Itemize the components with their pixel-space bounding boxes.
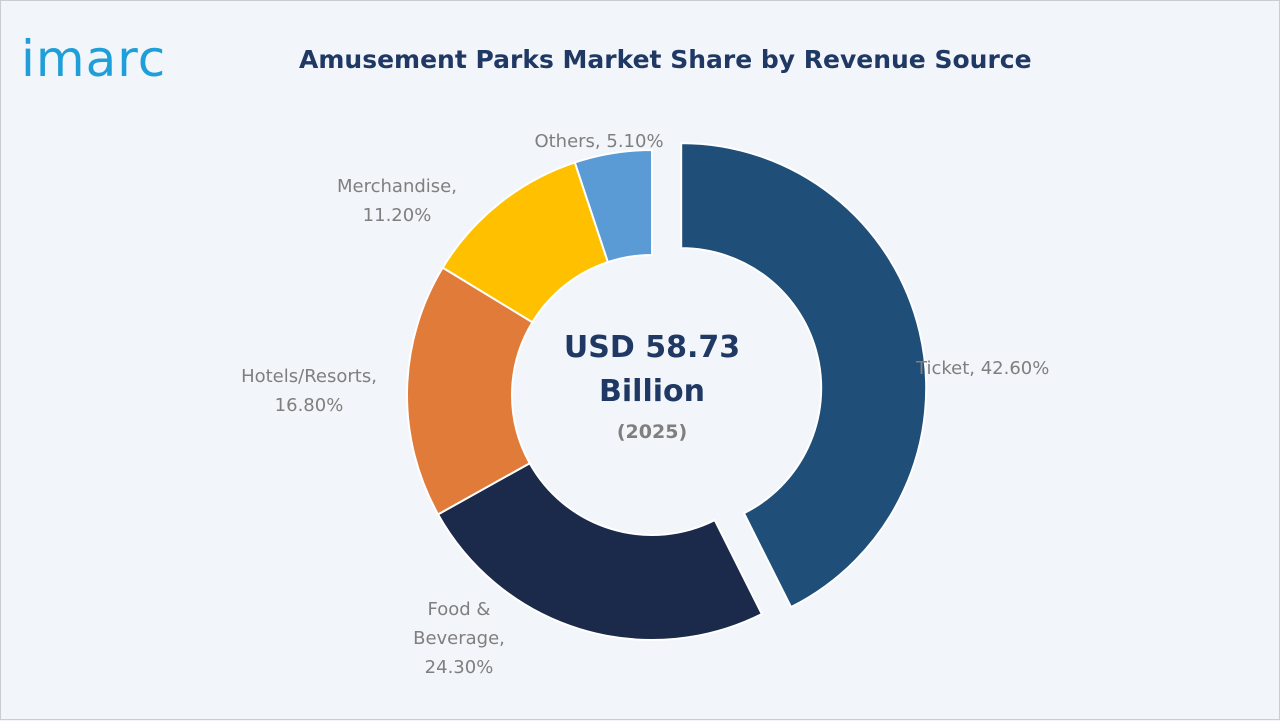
center-total-unit: Billion bbox=[599, 374, 705, 409]
slice-hotels-resorts bbox=[406, 266, 534, 516]
slice-ticket bbox=[680, 142, 928, 609]
center-year: (2025) bbox=[617, 421, 687, 443]
donut-slices bbox=[406, 142, 928, 641]
slice-others bbox=[573, 148, 653, 264]
center-total-value: USD 58.73 bbox=[564, 330, 740, 365]
label-food-beverage: Food & Beverage, 24.30% bbox=[413, 599, 505, 678]
label-ticket: Ticket, 42.60% bbox=[915, 358, 1049, 379]
imarc-logo: imarc bbox=[21, 30, 167, 88]
slice-food-beverage bbox=[436, 461, 764, 641]
chart-title: Amusement Parks Market Share by Revenue … bbox=[299, 45, 1032, 74]
slice-labels: Ticket, 42.60% Food & Beverage, 24.30% Hotel… bbox=[241, 131, 1049, 678]
label-hotels-resorts: Hotels/Resorts, 16.80% bbox=[241, 366, 377, 416]
label-others: Others, 5.10% bbox=[534, 131, 663, 152]
label-merchandise: Merchandise, 11.20% bbox=[337, 176, 457, 226]
